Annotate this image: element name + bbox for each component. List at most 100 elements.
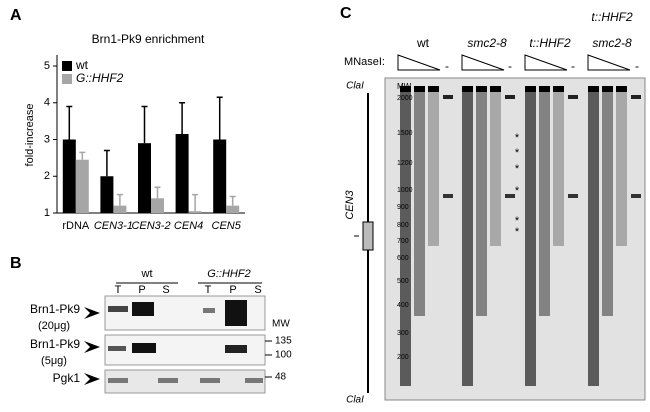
row-sub: (5μg)	[41, 355, 67, 367]
row-label: Brn1-Pk9	[30, 302, 80, 316]
gel-band	[428, 86, 439, 92]
error-bar	[216, 96, 223, 140]
legend-swatch	[62, 61, 72, 71]
asterisk: *	[515, 185, 520, 197]
error-bar	[79, 151, 86, 160]
row-sub: (20μg)	[38, 320, 70, 332]
row-label: Pgk1	[53, 371, 81, 385]
error-bar	[116, 193, 123, 206]
group-label: t::HHF2	[591, 10, 633, 24]
bar	[75, 159, 89, 213]
x-tick-label: CEN3-2	[131, 220, 170, 232]
bar	[175, 134, 189, 213]
minus-label: -	[635, 59, 639, 73]
mw-label: 1500	[397, 130, 413, 137]
mw-label: 1200	[397, 160, 413, 167]
lane-label: S	[254, 284, 261, 296]
asterisk: *	[515, 147, 520, 159]
group-label: t::HHF2	[529, 36, 571, 50]
y-tick-label: 3	[44, 133, 50, 145]
y-tick-label: 5	[44, 60, 50, 72]
gel-lane	[400, 86, 411, 386]
mw-label: 800	[397, 222, 409, 229]
gel-band	[616, 86, 627, 92]
bar	[113, 205, 127, 213]
gel-lane	[462, 86, 473, 386]
bar	[213, 139, 227, 213]
legend-swatch	[62, 74, 72, 84]
gel-band	[631, 95, 641, 99]
group-label: wt	[416, 36, 430, 50]
bar	[226, 205, 240, 213]
y-tick-label: 2	[44, 170, 50, 182]
gel-band	[525, 86, 536, 92]
panel-letter: C	[340, 5, 352, 22]
bar	[100, 176, 114, 213]
mw-label: 300	[397, 330, 409, 337]
error-bar	[141, 105, 148, 144]
gel-band	[568, 95, 578, 99]
gel-lane	[588, 86, 599, 386]
x-tick-label: CEN5	[212, 220, 242, 232]
gel-lane	[476, 86, 487, 316]
error-bar	[66, 105, 73, 140]
blot	[84, 295, 272, 394]
mw-label: 100	[275, 350, 292, 361]
mw-label: 200	[397, 354, 409, 361]
bar	[138, 143, 151, 213]
gel-band	[443, 95, 453, 99]
mw-label: 400	[397, 302, 409, 309]
lane-label: S	[162, 284, 169, 296]
gel-band	[553, 86, 564, 92]
bar	[151, 198, 164, 213]
gel-band	[602, 86, 613, 92]
mw-label: 2000	[397, 95, 413, 102]
legend-label: wt	[75, 58, 89, 72]
mw-label: 900	[397, 204, 409, 211]
asterisk: *	[515, 215, 520, 227]
gel-band	[462, 86, 473, 92]
row-label: Brn1-Pk9	[30, 337, 80, 351]
group-label: smc2-8	[467, 36, 507, 50]
mw-label: 135	[275, 336, 292, 347]
minus-label: -	[445, 59, 449, 73]
group-label: G::HHF2	[207, 268, 250, 280]
gel-lane	[553, 86, 564, 246]
mw-label: 1000	[397, 187, 413, 194]
mnase-label: MNaseI:	[344, 56, 385, 68]
lane-label: T	[115, 284, 122, 296]
asterisk: *	[515, 132, 520, 144]
site-label: ClaI	[346, 395, 364, 406]
chart-title: Brn1-Pk9 enrichment	[92, 32, 205, 46]
gel-band	[400, 86, 411, 92]
gel-band	[505, 95, 515, 99]
gel-lane	[414, 86, 425, 316]
gel-lane	[602, 86, 613, 316]
site-label: ClaI	[346, 81, 364, 92]
lane-label: P	[138, 284, 145, 296]
x-tick-label: CEN4	[174, 220, 203, 232]
gel-band	[490, 86, 501, 92]
group-label: smc2-8	[592, 36, 632, 50]
mw-label: 700	[397, 238, 409, 245]
gel-lane	[539, 86, 550, 316]
mw-label: 48	[275, 372, 287, 383]
lane-label: T	[205, 284, 212, 296]
x-tick-label: rDNA	[62, 220, 90, 232]
error-bar	[154, 186, 161, 199]
mw-title: MW	[272, 319, 290, 330]
error-bar	[229, 195, 236, 206]
gel-band	[505, 194, 515, 198]
gel-band	[443, 194, 453, 198]
minus-label: -	[508, 59, 512, 73]
gel-lane	[616, 86, 627, 246]
mw-title: MW	[397, 82, 412, 91]
gel-band	[414, 86, 425, 92]
error-bar	[192, 193, 199, 212]
legend-label: G::HHF2	[76, 71, 124, 85]
mw-label: 600	[397, 255, 409, 262]
gel-band	[476, 86, 487, 92]
minus-label: -	[571, 59, 575, 73]
mw-label: 500	[397, 278, 409, 285]
